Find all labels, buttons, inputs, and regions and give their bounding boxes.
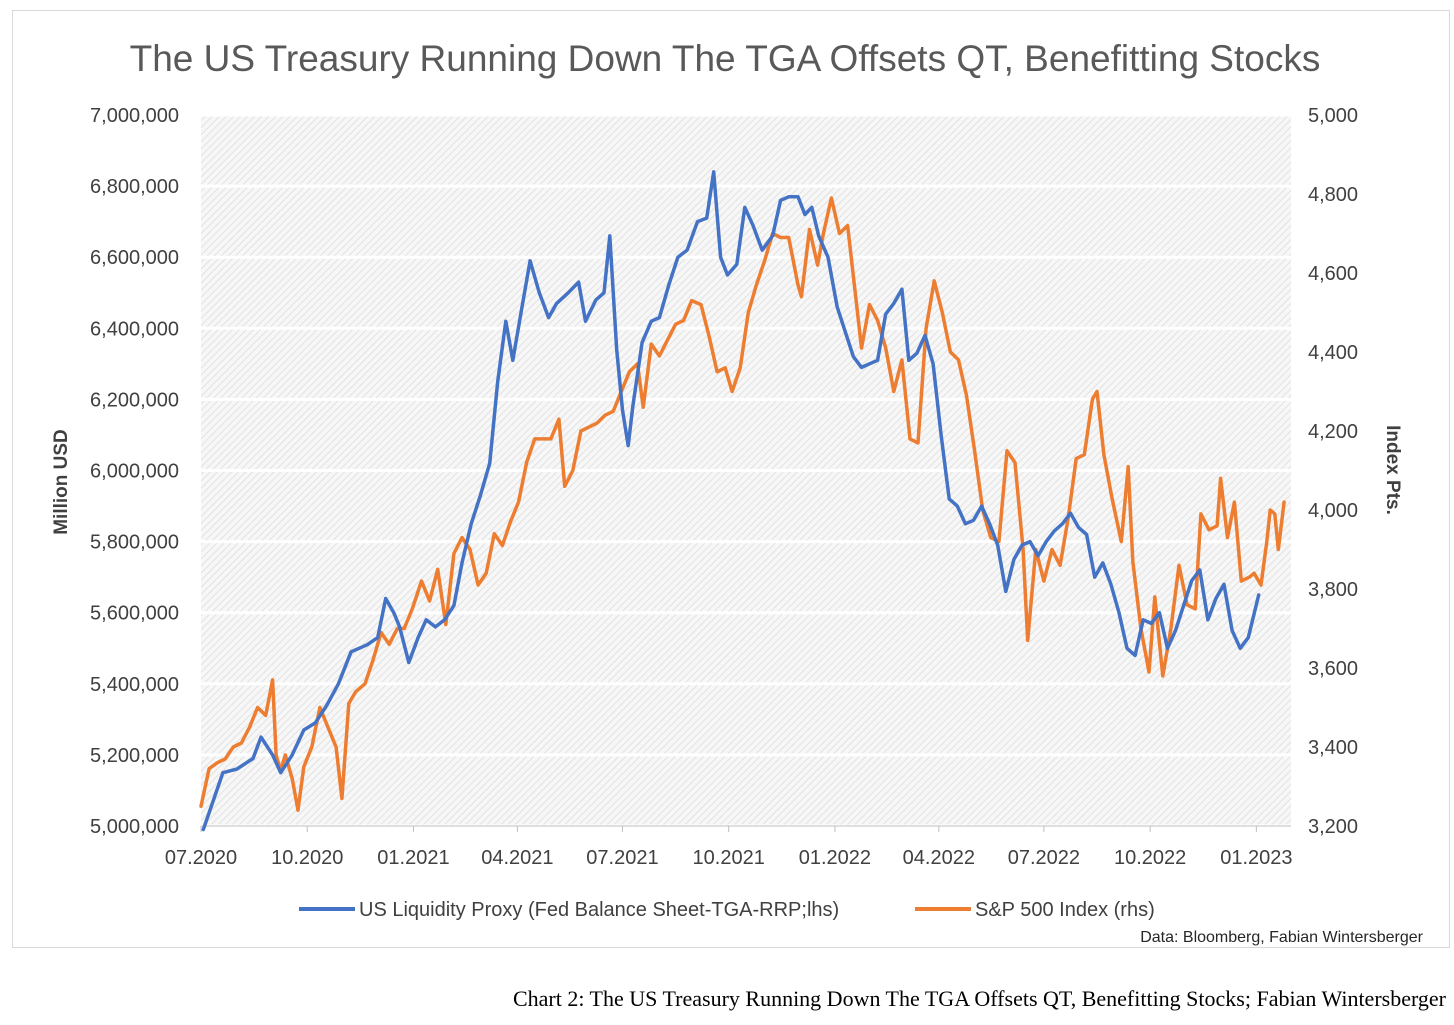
legend-label-liquidity: US Liquidity Proxy (Fed Balance Sheet-TG… [359, 899, 839, 921]
left-tick-label: 6,600,000 [90, 247, 179, 269]
x-tick-label: 07.2020 [165, 847, 237, 869]
series-line-liquidity-proxy [201, 170, 1261, 832]
right-tick-label: 4,200 [1308, 421, 1358, 443]
left-axis-ticks: 5,000,000 5,200,000 5,400,000 5,600,000 5,80… [90, 105, 179, 838]
right-axis-ticks: 3,200 3,400 3,600 3,800 4,000 4,200 4,400 4,600… [1308, 105, 1358, 838]
right-tick-label: 5,000 [1308, 105, 1358, 127]
gridlines [201, 113, 1291, 828]
left-axis-title: Million USD [51, 429, 72, 535]
left-tick-label: 6,000,000 [90, 461, 179, 483]
series-line-sp500 [199, 196, 1286, 812]
x-tick-label: 10.2022 [1114, 847, 1186, 869]
legend-label-sp500: S&P 500 Index (rhs) [975, 899, 1155, 921]
right-axis-title: Index Pts. [1382, 425, 1403, 515]
left-tick-label: 5,200,000 [90, 745, 179, 767]
right-tick-label: 4,800 [1308, 184, 1358, 206]
left-tick-label: 6,400,000 [90, 318, 179, 340]
right-tick-label: 4,600 [1308, 263, 1358, 285]
right-tick-label: 3,400 [1308, 737, 1358, 759]
x-tick-label: 10.2021 [693, 847, 765, 869]
right-tick-label: 4,000 [1308, 500, 1358, 522]
chart-frame: The US Treasury Running Down The TGA Off… [12, 10, 1450, 948]
left-tick-label: 6,800,000 [90, 176, 179, 198]
right-tick-label: 3,600 [1308, 658, 1358, 680]
left-tick-label: 5,800,000 [90, 532, 179, 554]
x-tick-label: 07.2022 [1008, 847, 1080, 869]
x-tick-label: 01.2022 [799, 847, 871, 869]
figure-caption: Chart 2: The US Treasury Running Down Th… [512, 986, 1446, 1011]
left-tick-label: 5,600,000 [90, 603, 179, 625]
x-tick-label: 01.2021 [377, 847, 449, 869]
legend: US Liquidity Proxy (Fed Balance Sheet-TG… [299, 899, 1155, 921]
x-tick-label: 04.2022 [903, 847, 975, 869]
series-lines [199, 170, 1286, 832]
left-tick-label: 7,000,000 [90, 105, 179, 127]
chart-svg: The US Treasury Running Down The TGA Off… [51, 38, 1424, 946]
right-tick-label: 3,800 [1308, 579, 1358, 601]
left-tick-label: 5,400,000 [90, 674, 179, 696]
x-tick-label: 04.2021 [481, 847, 553, 869]
right-tick-label: 4,400 [1308, 342, 1358, 364]
left-tick-label: 6,200,000 [90, 389, 179, 411]
right-tick-label: 3,200 [1308, 816, 1358, 838]
x-tick-label: 10.2020 [271, 847, 343, 869]
x-tick-label: 07.2021 [586, 847, 658, 869]
source-note: Data: Bloomberg, Fabian Wintersberger [1140, 929, 1423, 946]
chart-title: The US Treasury Running Down The TGA Off… [130, 38, 1321, 79]
x-tick-label: 01.2023 [1220, 847, 1292, 869]
left-tick-label: 5,000,000 [90, 816, 179, 838]
x-axis-ticks: 07.2020 10.2020 01.2021 04.2021 07.2021 10.20… [165, 825, 1293, 869]
